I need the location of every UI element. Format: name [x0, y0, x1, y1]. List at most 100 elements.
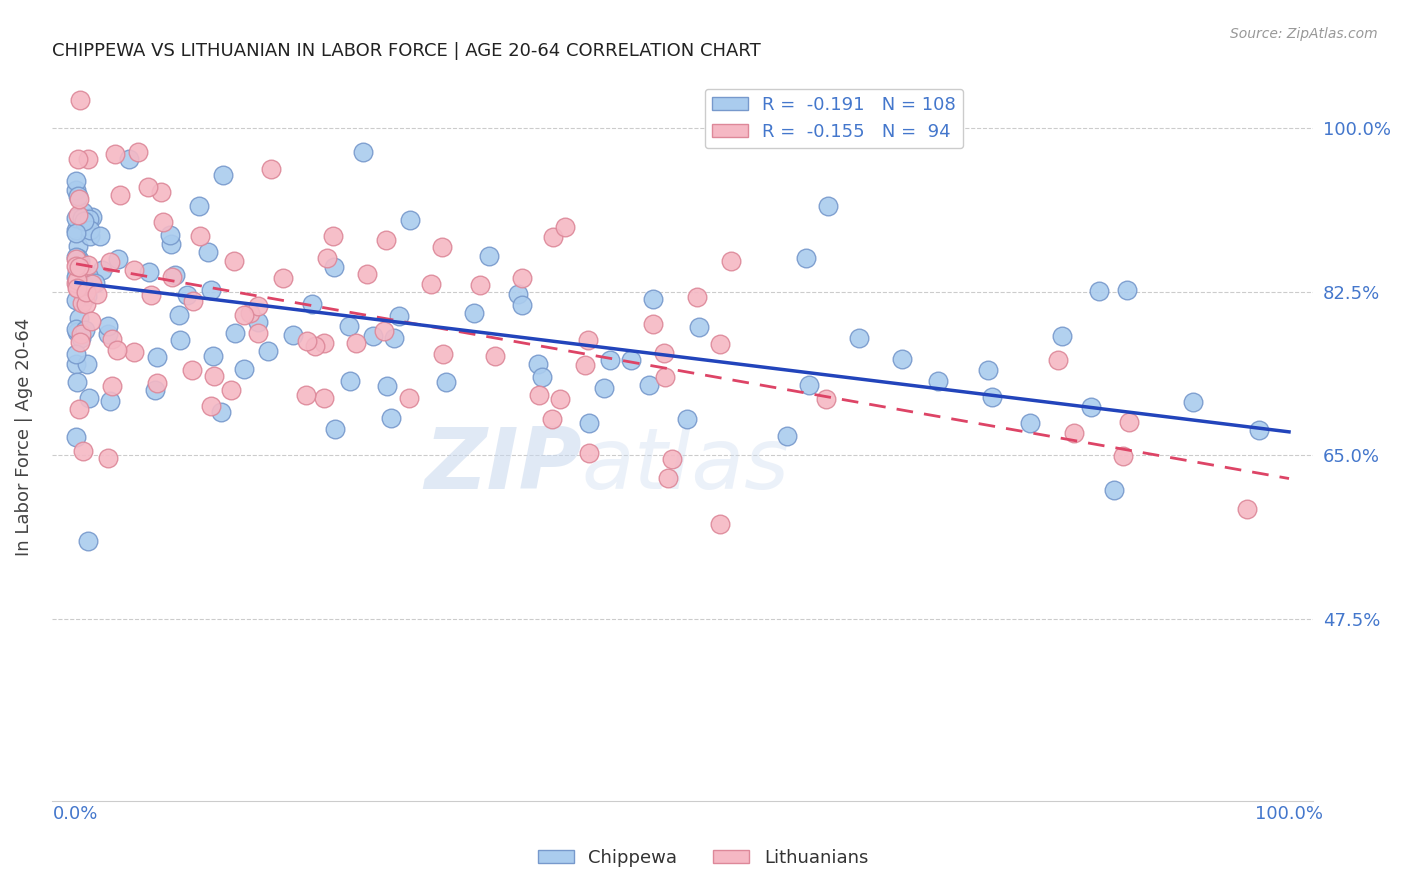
Point — [222, 253, 245, 268]
Point — [77, 268, 100, 282]
Point — [202, 368, 225, 383]
Point — [65, 174, 87, 188]
Point — [77, 258, 100, 272]
Point — [163, 268, 186, 283]
Point — [149, 185, 172, 199]
Point — [76, 152, 98, 166]
Point — [65, 430, 87, 444]
Point — [578, 417, 600, 431]
Point — [1118, 415, 1140, 429]
Point — [246, 299, 269, 313]
Point — [301, 297, 323, 311]
Point — [65, 252, 87, 266]
Point — [122, 263, 145, 277]
Point — [224, 326, 246, 340]
Point — [541, 229, 564, 244]
Point — [817, 199, 839, 213]
Point — [420, 277, 443, 291]
Point — [66, 239, 89, 253]
Point — [65, 226, 87, 240]
Point — [169, 333, 191, 347]
Point — [89, 228, 111, 243]
Point — [576, 334, 599, 348]
Point — [399, 213, 422, 227]
Point — [67, 402, 90, 417]
Point — [848, 331, 870, 345]
Point — [720, 254, 742, 268]
Legend: Chippewa, Lithuanians: Chippewa, Lithuanians — [530, 842, 876, 874]
Point — [69, 94, 91, 108]
Point — [1087, 285, 1109, 299]
Point — [316, 251, 339, 265]
Point — [118, 153, 141, 167]
Point — [676, 412, 699, 426]
Point — [72, 296, 94, 310]
Point — [295, 388, 318, 402]
Text: ZIP: ZIP — [425, 425, 582, 508]
Point — [1236, 502, 1258, 516]
Point — [160, 237, 183, 252]
Point — [432, 347, 454, 361]
Point — [67, 310, 90, 325]
Point — [247, 315, 270, 329]
Point — [233, 362, 256, 376]
Point — [65, 293, 87, 307]
Point — [90, 263, 112, 277]
Point — [553, 220, 575, 235]
Point — [108, 188, 131, 202]
Point — [122, 344, 145, 359]
Point — [66, 325, 89, 339]
Point — [388, 310, 411, 324]
Point — [76, 289, 98, 303]
Point — [67, 192, 90, 206]
Point — [1112, 449, 1135, 463]
Point — [80, 314, 103, 328]
Point — [512, 298, 534, 312]
Point — [484, 349, 506, 363]
Point — [1116, 283, 1139, 297]
Point — [352, 145, 374, 159]
Point — [66, 252, 89, 266]
Point — [260, 161, 283, 176]
Point — [139, 288, 162, 302]
Point — [638, 377, 661, 392]
Point — [508, 286, 530, 301]
Point — [468, 278, 491, 293]
Point — [73, 324, 96, 338]
Point — [66, 208, 89, 222]
Point — [541, 412, 564, 426]
Point — [478, 249, 501, 263]
Point — [980, 390, 1002, 404]
Point — [643, 317, 665, 331]
Point — [65, 322, 87, 336]
Point — [657, 470, 679, 484]
Point — [323, 260, 346, 274]
Text: Source: ZipAtlas.com: Source: ZipAtlas.com — [1230, 27, 1378, 41]
Point — [65, 276, 87, 290]
Point — [1247, 423, 1270, 437]
Point — [67, 260, 90, 274]
Point — [209, 405, 232, 419]
Point — [526, 357, 548, 371]
Point — [65, 269, 87, 284]
Point — [375, 379, 398, 393]
Point — [709, 336, 731, 351]
Point — [127, 145, 149, 160]
Point — [200, 399, 222, 413]
Point — [138, 265, 160, 279]
Point — [1052, 329, 1074, 343]
Point — [82, 277, 104, 291]
Point — [70, 326, 93, 341]
Point — [136, 180, 159, 194]
Point — [232, 308, 254, 322]
Point — [73, 213, 96, 227]
Point — [238, 306, 260, 320]
Point — [304, 339, 326, 353]
Point — [709, 516, 731, 531]
Point — [283, 327, 305, 342]
Point — [188, 199, 211, 213]
Point — [323, 422, 346, 436]
Point — [98, 255, 121, 269]
Point — [181, 294, 204, 309]
Text: CHIPPEWA VS LITHUANIAN IN LABOR FORCE | AGE 20-64 CORRELATION CHART: CHIPPEWA VS LITHUANIAN IN LABOR FORCE | … — [52, 42, 761, 60]
